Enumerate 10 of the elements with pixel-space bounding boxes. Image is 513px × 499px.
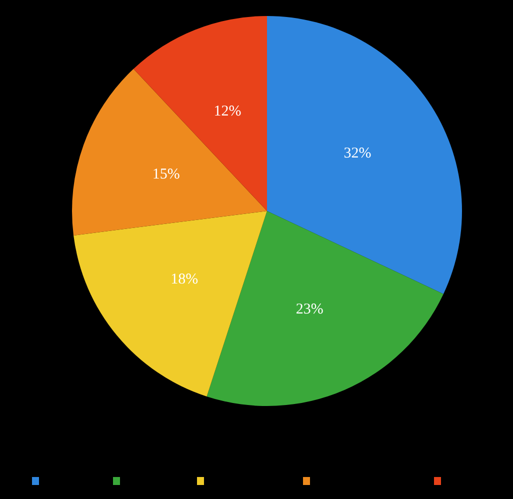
pie-slice xyxy=(74,211,267,396)
data-label: 32% xyxy=(344,146,372,162)
data-label: 23% xyxy=(296,301,324,318)
pie-slice xyxy=(134,16,267,211)
data-label: 15% xyxy=(152,166,180,183)
pie-slice xyxy=(267,16,462,294)
pie-slice xyxy=(206,211,444,406)
data-label: 18% xyxy=(170,271,198,288)
data-label: 12% xyxy=(214,103,242,120)
pie-slice xyxy=(72,68,267,236)
